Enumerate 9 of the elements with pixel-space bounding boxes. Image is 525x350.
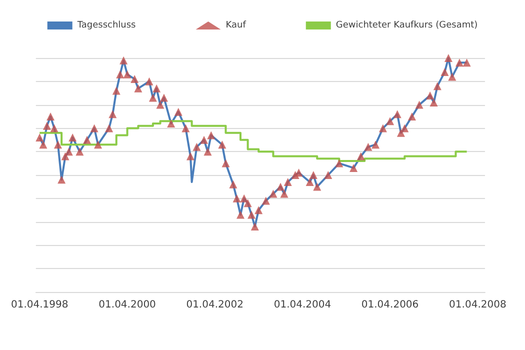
x-tick-label: 01.04.2002 [186,300,244,310]
x-tick-label: 01.04.2006 [361,300,419,310]
x-tick-label: 01.04.2004 [274,300,332,310]
legend-label: Gewichteter Kaufkurs (Gesamt) [336,20,478,30]
x-tick-label: 01.04.2000 [98,300,156,310]
legend-label: Kauf [226,20,247,30]
x-tick-label: 01.04.1998 [10,300,68,310]
x-tick-label: 01.04.2008 [449,300,506,310]
legend-label: Tagesschluss [76,20,136,30]
